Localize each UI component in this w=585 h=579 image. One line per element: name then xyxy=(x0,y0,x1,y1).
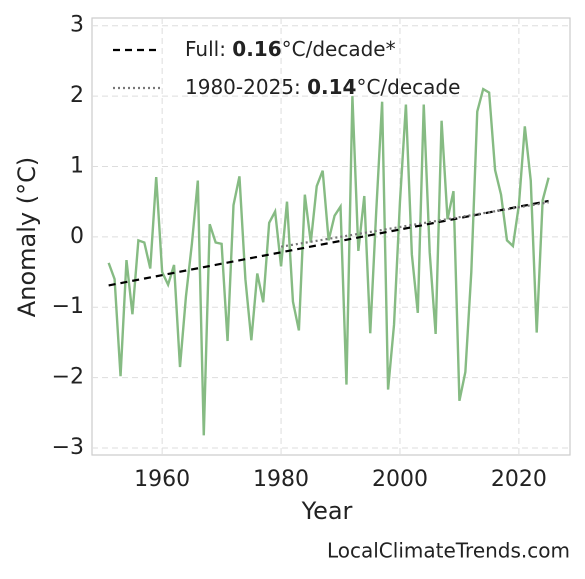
legend-text-part: °C/decade xyxy=(356,75,460,99)
x-tick-label: 2000 xyxy=(372,467,428,492)
x-tick-label: 2020 xyxy=(491,467,547,492)
legend-label: 1980-2025: 0.14°C/decade xyxy=(185,75,460,99)
legend-text-part: 0.16 xyxy=(232,37,281,61)
y-axis-label: Anomaly (°C) xyxy=(13,157,41,317)
legend-text-part: 0.14 xyxy=(307,75,356,99)
x-axis-label: Year xyxy=(301,497,353,525)
y-tick-label: −1 xyxy=(52,294,84,319)
y-tick-label: −3 xyxy=(52,435,84,460)
y-tick-label: 3 xyxy=(70,13,84,38)
data-line xyxy=(107,87,550,436)
legend-text-part: °C/decade* xyxy=(282,37,396,61)
y-tick-label: 0 xyxy=(70,224,84,249)
legend-text-part: 1980-2025: xyxy=(185,75,307,99)
trend-line xyxy=(280,201,549,248)
watermark: LocalClimateTrends.com xyxy=(327,539,570,563)
plot-area xyxy=(91,17,571,456)
x-tick-label: 1980 xyxy=(253,467,309,492)
x-tick-label: 1960 xyxy=(134,467,190,492)
y-tick-label: 1 xyxy=(70,153,84,178)
legend-label: Full: 0.16°C/decade* xyxy=(185,37,396,61)
y-tick-label: 2 xyxy=(70,83,84,108)
legend-text-part: Full: xyxy=(185,37,232,61)
y-tick-label: −2 xyxy=(52,365,84,390)
